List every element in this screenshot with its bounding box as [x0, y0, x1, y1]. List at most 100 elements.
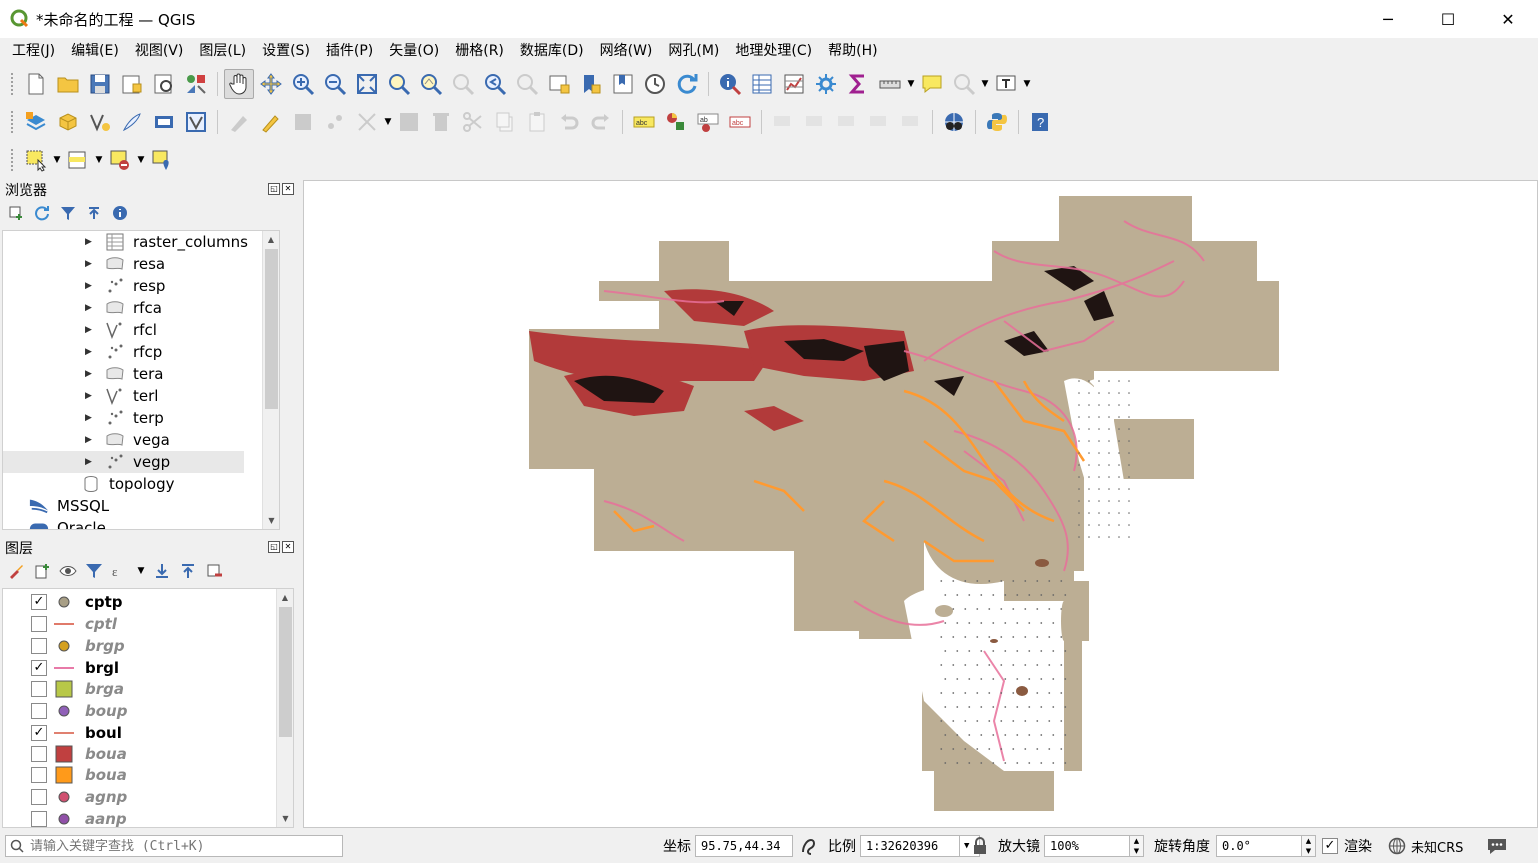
- menu-raster[interactable]: 栅格(R): [455, 43, 504, 59]
- layer-visibility-checkbox[interactable]: ✓: [31, 660, 47, 676]
- select-by-attribute-button[interactable]: [63, 145, 93, 175]
- layer-visibility-checkbox[interactable]: [31, 746, 47, 762]
- data-source-manager-button[interactable]: [21, 107, 51, 137]
- pin-label-button[interactable]: [864, 107, 894, 137]
- menu-settings[interactable]: 设置(S): [262, 43, 310, 59]
- layer-row-boua-2[interactable]: boua: [3, 764, 127, 786]
- scroll-down-icon[interactable]: ▼: [268, 516, 275, 525]
- new-project-button[interactable]: [21, 69, 51, 99]
- expand-arrow-icon[interactable]: ▶: [85, 413, 92, 423]
- expand-arrow-icon[interactable]: ▶: [85, 369, 92, 379]
- show-hide-labels-button[interactable]: abc: [725, 107, 755, 137]
- open-project-button[interactable]: [53, 69, 83, 99]
- expand-arrow-icon[interactable]: ▶: [85, 457, 92, 467]
- pan-map-button[interactable]: [224, 69, 254, 99]
- browser-item-resp[interactable]: ▶ resp: [85, 275, 165, 297]
- zoom-last-button[interactable]: [480, 69, 510, 99]
- copy-features-button[interactable]: [490, 107, 520, 137]
- layer-row-brgp[interactable]: brgp: [3, 635, 125, 657]
- browser-item-rfca[interactable]: ▶ rfca: [85, 297, 162, 319]
- toggle-editing-button[interactable]: [256, 107, 286, 137]
- new-vector-layer-button[interactable]: [85, 107, 115, 137]
- cut-features-button[interactable]: [458, 107, 488, 137]
- browser-item-raster-columns[interactable]: ▶ raster_columns: [85, 231, 248, 253]
- scroll-up-icon[interactable]: ▲: [267, 235, 275, 244]
- filter-expression-dropdown[interactable]: ▼: [137, 566, 145, 576]
- layer-visibility-checkbox[interactable]: [31, 703, 47, 719]
- zoom-next-button[interactable]: [512, 69, 542, 99]
- menu-web[interactable]: 网络(W): [599, 43, 653, 59]
- current-edits-button[interactable]: [224, 107, 254, 137]
- maximize-button[interactable]: ☐: [1440, 9, 1456, 29]
- layout-manager-button[interactable]: [149, 69, 179, 99]
- toggle-extents-icon[interactable]: [799, 836, 819, 856]
- delete-selected-button[interactable]: [426, 107, 456, 137]
- layer-visibility-checkbox[interactable]: [31, 616, 47, 632]
- style-manager-button[interactable]: [181, 69, 211, 99]
- close-panel-icon[interactable]: ✕: [282, 541, 294, 553]
- properties-button[interactable]: [110, 203, 130, 223]
- locator-dropdown[interactable]: ▼: [981, 79, 989, 89]
- save-edits-button[interactable]: [288, 107, 318, 137]
- layer-row-boup[interactable]: boup: [3, 700, 127, 722]
- layer-visibility-checkbox[interactable]: [31, 811, 47, 827]
- undo-button[interactable]: [554, 107, 584, 137]
- measure-button[interactable]: [875, 69, 905, 99]
- layer-row-brga[interactable]: brga: [3, 678, 124, 700]
- scale-field[interactable]: 1:32620396: [860, 835, 960, 857]
- label-properties-button[interactable]: [896, 107, 926, 137]
- statistical-summary-button[interactable]: [779, 69, 809, 99]
- close-button[interactable]: ✕: [1501, 9, 1515, 29]
- collapse-all-button[interactable]: [178, 561, 198, 581]
- diagram-options-button[interactable]: [661, 107, 691, 137]
- remove-layer-button[interactable]: [204, 561, 224, 581]
- change-label-button[interactable]: [832, 107, 862, 137]
- toolbar-grip[interactable]: [10, 72, 14, 96]
- browser-item-mssql[interactable]: MSSQL: [29, 495, 109, 517]
- settings-gear-button[interactable]: [811, 69, 841, 99]
- layer-row-cptl[interactable]: cptl: [3, 613, 117, 635]
- deselect-features-button[interactable]: [105, 145, 135, 175]
- close-panel-icon[interactable]: ✕: [282, 183, 294, 195]
- filter-browser-button[interactable]: [58, 203, 78, 223]
- deselect-dropdown[interactable]: ▼: [137, 155, 145, 165]
- zoom-out-button[interactable]: [320, 69, 350, 99]
- show-statistical-summary-button[interactable]: [843, 69, 873, 99]
- menu-project[interactable]: 工程(J): [12, 43, 56, 59]
- menu-vector[interactable]: 矢量(O): [389, 43, 440, 59]
- rotation-field[interactable]: 0.0°: [1216, 835, 1302, 857]
- browser-item-vegp[interactable]: ▶ vegp: [3, 451, 244, 473]
- toolbar-grip[interactable]: [10, 148, 14, 172]
- render-checkbox[interactable]: ✓: [1322, 838, 1338, 854]
- menu-database[interactable]: 数据库(D): [519, 43, 584, 59]
- magnifier-spinner[interactable]: ▲ ▼: [1130, 835, 1144, 857]
- add-group-button[interactable]: [32, 561, 52, 581]
- locator-button[interactable]: [949, 69, 979, 99]
- select-dropdown[interactable]: ▼: [53, 155, 61, 165]
- filter-expression-button[interactable]: ε: [110, 561, 130, 581]
- expand-arrow-icon[interactable]: ▶: [85, 391, 92, 401]
- browser-item-tera[interactable]: ▶ tera: [85, 363, 163, 385]
- expand-arrow-icon[interactable]: ▶: [85, 259, 92, 269]
- scroll-up-icon[interactable]: ▲: [281, 593, 289, 602]
- menu-mesh[interactable]: 网孔(M): [668, 43, 720, 59]
- map-canvas[interactable]: [303, 180, 1538, 828]
- expand-all-button[interactable]: [152, 561, 172, 581]
- scrollbar-thumb[interactable]: [279, 607, 292, 737]
- refresh-button[interactable]: [672, 69, 702, 99]
- coordinate-field[interactable]: 95.75,44.34: [695, 835, 793, 857]
- toolbar-grip[interactable]: [10, 110, 14, 134]
- select-attribute-dropdown[interactable]: ▼: [95, 155, 103, 165]
- layer-visibility-checkbox[interactable]: [31, 638, 47, 654]
- browser-item-vega[interactable]: ▶ vega: [85, 429, 170, 451]
- add-selected-layers-button[interactable]: [6, 203, 26, 223]
- paste-features-button[interactable]: [522, 107, 552, 137]
- save-project-button[interactable]: [85, 69, 115, 99]
- minimize-button[interactable]: ─: [1383, 9, 1393, 29]
- scrollbar-thumb[interactable]: [265, 249, 278, 409]
- menu-processing[interactable]: 地理处理(C): [735, 43, 813, 59]
- layer-visibility-checkbox[interactable]: [31, 789, 47, 805]
- modify-attributes-button[interactable]: [394, 107, 424, 137]
- browser-item-resa[interactable]: ▶ resa: [85, 253, 165, 275]
- layer-row-brgl[interactable]: ✓ brgl: [3, 657, 119, 679]
